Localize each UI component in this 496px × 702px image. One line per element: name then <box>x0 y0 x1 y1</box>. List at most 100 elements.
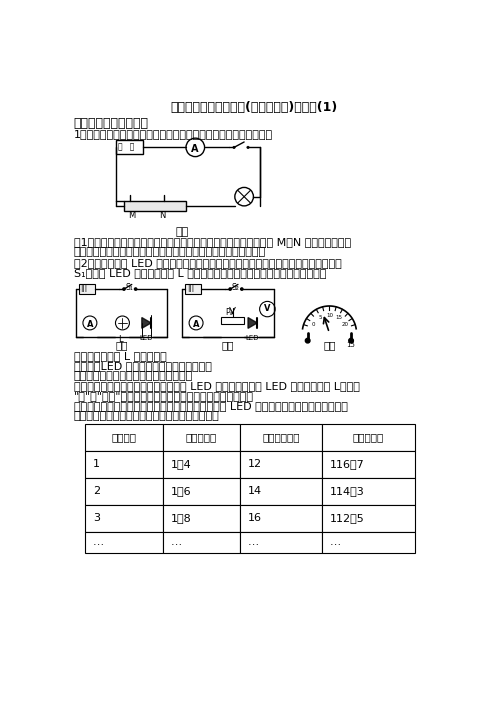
Text: 2: 2 <box>93 486 100 496</box>
Bar <box>240 477 321 505</box>
Text: 实验二：利用电流表和电压表，按图丙所示的电路对 LED 灯的电阻进行测量．闭合开关依: 实验二：利用电流表和电压表，按图丙所示的电路对 LED 灯的电阻进行测量．闭合开… <box>73 401 348 411</box>
Bar <box>163 451 240 477</box>
Bar <box>85 505 163 531</box>
Text: LED: LED <box>139 336 153 341</box>
Text: 12: 12 <box>248 459 262 469</box>
Text: A: A <box>193 320 199 329</box>
Bar <box>85 531 163 553</box>
Text: 电压（伏）: 电压（伏） <box>186 432 217 442</box>
Polygon shape <box>248 317 257 329</box>
Text: 图丙: 图丙 <box>222 340 234 351</box>
Text: 15: 15 <box>335 315 342 320</box>
Text: 116．7: 116．7 <box>329 459 364 469</box>
Text: 为了验证猜想，小组同学进行如下实验：: 为了验证猜想，小组同学进行如下实验： <box>73 371 193 380</box>
Circle shape <box>247 146 249 149</box>
Text: …: … <box>171 538 182 548</box>
Bar <box>321 451 415 477</box>
Text: 0: 0 <box>312 322 315 327</box>
Text: …: … <box>93 538 104 548</box>
Text: 1．小明利用铅笔芯和鳄鱼夹制作了简易调光灯，装置如图甲所示。: 1．小明利用铅笔芯和鳄鱼夹制作了简易调光灯，装置如图甲所示。 <box>73 129 273 139</box>
Text: M: M <box>128 211 135 220</box>
Text: 电流（毫安）: 电流（毫安） <box>262 432 300 442</box>
Bar <box>321 477 415 505</box>
Circle shape <box>306 338 310 343</box>
Bar <box>240 451 321 477</box>
Bar <box>85 424 163 451</box>
Polygon shape <box>142 317 151 329</box>
Circle shape <box>241 288 243 290</box>
Text: 灯泡亮度会发生变化，这一现象说明导体的电阻与导体的＿有关．: 灯泡亮度会发生变化，这一现象说明导体的电阻与导体的＿有关． <box>73 246 266 257</box>
Text: S₂: S₂ <box>232 283 240 292</box>
Text: 实验次数: 实验次数 <box>112 432 136 442</box>
Bar <box>240 505 321 531</box>
Bar <box>85 451 163 477</box>
Text: 10: 10 <box>326 312 333 318</box>
Circle shape <box>189 316 203 330</box>
Text: 1．6: 1．6 <box>171 486 191 496</box>
Bar <box>163 505 240 531</box>
Circle shape <box>116 316 129 330</box>
Text: V: V <box>263 305 270 314</box>
Circle shape <box>123 288 125 290</box>
Text: 实验一：将一根导线并联在图乙电路中 LED 灯的两端，此时 LED 灯＿，小灯泡 L＿（填: 实验一：将一根导线并联在图乙电路中 LED 灯的两端，此时 LED 灯＿，小灯泡… <box>73 380 360 391</box>
Text: LED: LED <box>246 336 259 341</box>
Text: |||: ||| <box>80 285 88 292</box>
Text: 图丁: 图丁 <box>323 340 336 351</box>
Circle shape <box>349 338 353 343</box>
Text: 次移动滑动变阻器的滑片，获得多组数据如下表．: 次移动滑动变阻器的滑片，获得多组数据如下表． <box>73 411 219 420</box>
Circle shape <box>235 187 253 206</box>
Circle shape <box>233 146 235 149</box>
Bar <box>163 531 240 553</box>
Text: 电阻（欧）: 电阻（欧） <box>353 432 384 442</box>
Text: 5: 5 <box>318 315 322 320</box>
Bar <box>321 424 415 451</box>
Circle shape <box>134 288 137 290</box>
Bar <box>185 284 201 294</box>
Text: 图甲: 图甲 <box>176 227 189 237</box>
Text: －   ＋: － ＋ <box>118 142 134 151</box>
Bar <box>116 140 143 154</box>
Text: L: L <box>118 336 123 344</box>
Text: （2）小明用一个 LED 灯替换铅笔芯，与小灯泡串联后接入电路（如图乙），闭合开关: （2）小明用一个 LED 灯替换铅笔芯，与小灯泡串联后接入电路（如图乙），闭合开… <box>73 258 341 268</box>
Text: A: A <box>191 143 199 154</box>
Text: …: … <box>329 538 340 548</box>
Bar <box>163 424 240 451</box>
Text: "亮"或"不亮"），根据观察到的现象说明猜想一是错误的．: "亮"或"不亮"），根据观察到的现象说明猜想一是错误的． <box>73 391 253 401</box>
Text: 112．5: 112．5 <box>329 513 364 523</box>
Text: …: … <box>248 538 259 548</box>
Bar <box>163 477 240 505</box>
Bar <box>221 317 244 324</box>
Bar <box>85 477 163 505</box>
Text: （1）甲图中有一处明显错误是＿；改正后，闭合开关，改变鳄鱼夹 M、N 之间距离，发现: （1）甲图中有一处明显错误是＿；改正后，闭合开关，改变鳄鱼夹 M、N 之间距离，… <box>73 237 351 246</box>
Bar <box>240 424 321 451</box>
Text: S₁，发现 LED 灯亮而小灯泡 L 不亮，针对这种现象，同学们提出了以下猜想：: S₁，发现 LED 灯亮而小灯泡 L 不亮，针对这种现象，同学们提出了以下猜想： <box>73 268 326 278</box>
Text: 初中物理中考电学实验(讲义及答案)含答案(1): 初中物理中考电学实验(讲义及答案)含答案(1) <box>171 101 338 114</box>
Text: |||: ||| <box>187 285 194 292</box>
Text: 一、中考物理电学实验: 一、中考物理电学实验 <box>73 117 149 130</box>
Circle shape <box>186 138 205 157</box>
Text: A: A <box>87 320 93 329</box>
Text: 20: 20 <box>342 322 349 327</box>
Text: N: N <box>159 211 165 220</box>
Bar <box>321 531 415 553</box>
Circle shape <box>229 288 231 290</box>
Circle shape <box>83 316 97 330</box>
Circle shape <box>259 301 275 317</box>
Text: 1: 1 <box>93 459 100 469</box>
Text: Pₐ: Pₐ <box>225 307 232 317</box>
Text: 1．8: 1．8 <box>171 513 191 523</box>
Text: 14: 14 <box>248 486 262 496</box>
Text: 1．4: 1．4 <box>171 459 191 469</box>
Text: 图乙: 图乙 <box>116 340 128 351</box>
Bar <box>321 505 415 531</box>
Text: 114．3: 114．3 <box>329 486 364 496</box>
Bar <box>124 201 186 211</box>
Bar <box>79 284 95 294</box>
Text: S₁: S₁ <box>125 283 133 292</box>
Text: 16: 16 <box>248 513 262 523</box>
Text: 3: 3 <box>93 513 100 523</box>
Text: 猜想一：小灯泡 L 处发生短路: 猜想一：小灯泡 L 处发生短路 <box>73 351 166 361</box>
Text: 15: 15 <box>346 342 355 348</box>
Text: 猜想二：LED 灯电阻很大导致电路电流很小: 猜想二：LED 灯电阻很大导致电路电流很小 <box>73 361 211 371</box>
Bar <box>240 531 321 553</box>
